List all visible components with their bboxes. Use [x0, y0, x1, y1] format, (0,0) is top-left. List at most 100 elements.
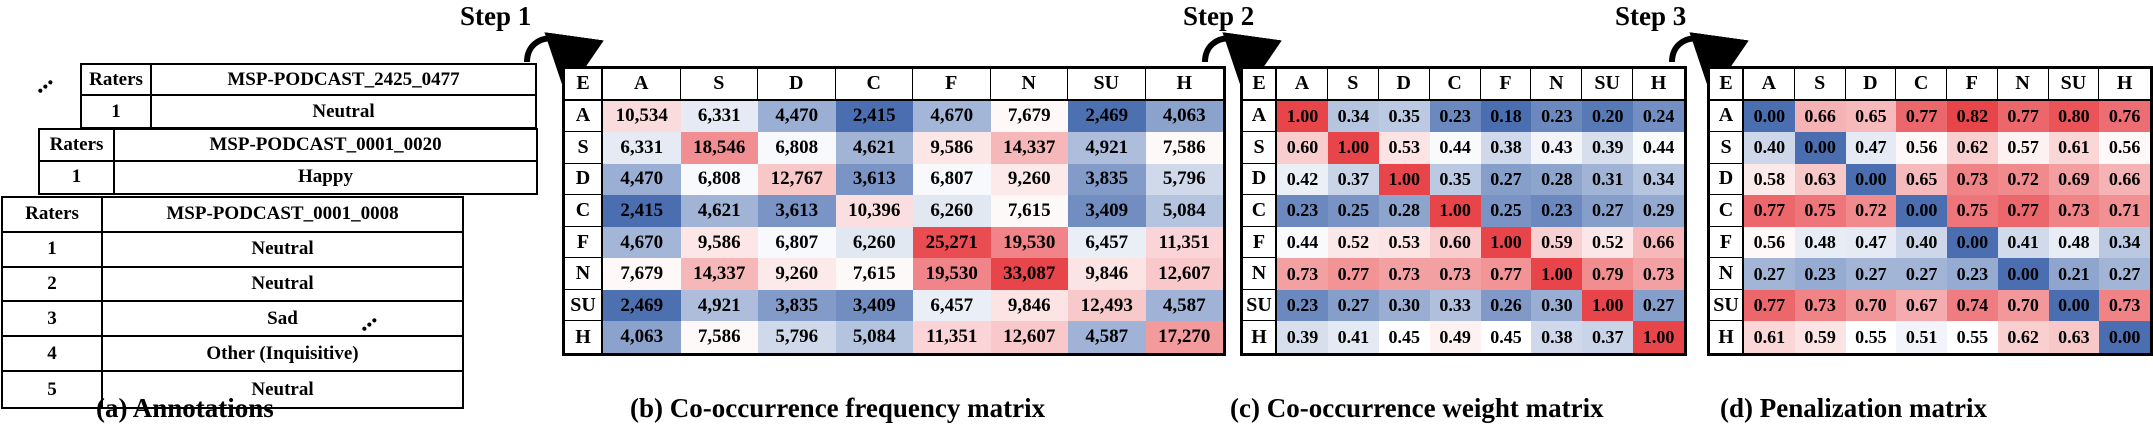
matrix-cell: 0.52: [1582, 226, 1634, 259]
matrix-cell: 12,607: [990, 321, 1068, 353]
matrix-cell: 0.23: [1277, 195, 1328, 227]
matrix-cell: 7,586: [1145, 132, 1223, 164]
matrix-cell: 0.00: [1845, 163, 1897, 196]
annotation-card-3: Raters MSP-PODCAST_0001_0008 1 Neutral 2 Neut…: [1, 196, 464, 409]
matrix-cell: 25,271: [913, 226, 991, 259]
matrix-cell: 0.60: [1277, 132, 1328, 164]
matrix-cell: 0.44: [1633, 132, 1684, 164]
matrix-cell: 5,796: [1145, 163, 1223, 196]
column-header: A: [1744, 69, 1795, 101]
matrix-cell: 9,260: [758, 258, 836, 290]
matrix-cell: 5,084: [1145, 195, 1223, 227]
row-header: A: [565, 100, 603, 133]
matrix-cell: 0.00: [1997, 258, 2049, 290]
matrix-cell: 0.42: [1277, 163, 1328, 196]
column-header: A: [603, 69, 681, 101]
matrix-cell: 6,457: [913, 289, 991, 322]
matrix-cell: 0.47: [1845, 132, 1897, 164]
matrix-cell: 0.00: [1947, 226, 1998, 259]
matrix-corner-label: E: [565, 69, 603, 101]
matrix-cell: 0.75: [1794, 195, 1846, 227]
matrix-cell: 5,084: [835, 321, 913, 353]
row-header: F: [1243, 226, 1277, 259]
matrix-cell: 9,586: [680, 226, 758, 259]
matrix-cell: 0.66: [1633, 226, 1684, 259]
matrix-cell: 2,415: [603, 195, 681, 227]
clip-id-header: MSP-PODCAST_0001_0008: [103, 198, 462, 233]
matrix-cell: 0.40: [1744, 132, 1795, 164]
matrix-cell: 4,921: [1068, 132, 1146, 164]
matrix-cell: 0.35: [1378, 100, 1430, 133]
matrix-cell: 33,087: [990, 258, 1068, 290]
matrix-cell: 7,615: [835, 258, 913, 290]
matrix-cell: 0.30: [1378, 289, 1430, 322]
raters-header: Raters: [40, 130, 115, 162]
matrix-cell: 0.23: [1531, 195, 1583, 227]
column-header: F: [1480, 69, 1532, 101]
matrix-cell: 3,613: [758, 195, 836, 227]
matrix-cell: 0.62: [1947, 132, 1998, 164]
matrix-cell: 0.51: [1896, 321, 1947, 353]
matrix-cell: 10,396: [835, 195, 913, 227]
column-header: N: [1997, 69, 2049, 101]
matrix-cell: 6,331: [603, 132, 681, 164]
matrix-cell: 0.45: [1480, 321, 1532, 353]
matrix-cell: 0.24: [1633, 100, 1684, 133]
matrix-cell: 4,921: [680, 289, 758, 322]
caption-weight-matrix: (c) Co-occurrence weight matrix: [1230, 393, 1604, 423]
matrix-cell: 3,409: [1068, 195, 1146, 227]
matrix-cell: 0.57: [1997, 132, 2049, 164]
row-header: N: [565, 258, 603, 290]
matrix-cell: 0.27: [1896, 258, 1947, 290]
matrix-cell: 0.82: [1947, 100, 1998, 133]
column-header: F: [913, 69, 991, 101]
matrix-cell: 1.00: [1378, 163, 1430, 196]
row-header: S: [565, 132, 603, 164]
matrix-corner-label: E: [1243, 69, 1277, 101]
matrix-cell: 0.66: [1794, 100, 1846, 133]
matrix-cell: 0.39: [1582, 132, 1634, 164]
matrix-cell: 0.40: [1896, 226, 1947, 259]
column-header: C: [1896, 69, 1947, 101]
matrix-cell: 0.30: [1531, 289, 1583, 322]
row-header: H: [1710, 321, 1744, 353]
matrix-cell: 0.71: [2099, 195, 2150, 227]
matrix-cell: 4,670: [913, 100, 991, 133]
matrix-cell: 0.38: [1531, 321, 1583, 353]
matrix-cell: 0.67: [1896, 289, 1947, 322]
matrix-cell: 0.00: [1794, 132, 1846, 164]
emotion-label: Neutral: [251, 378, 314, 400]
matrix-cell: 4,063: [1145, 100, 1223, 133]
row-header: A: [1243, 100, 1277, 133]
matrix-cell: 0.74: [1947, 289, 1998, 322]
row-header: C: [565, 195, 603, 227]
matrix-cell: 0.25: [1480, 195, 1532, 227]
matrix-cell: 3,835: [758, 289, 836, 322]
matrix-cell: 0.73: [1633, 258, 1684, 290]
matrix-cell: 14,337: [990, 132, 1068, 164]
column-header: D: [758, 69, 836, 101]
rater-number: 1: [82, 96, 152, 127]
frequency-matrix: E A S D C F N SU H A 10,534 6,331 4,470 2,415 4,670 7,6…: [562, 66, 1226, 356]
column-header: C: [1429, 69, 1481, 101]
matrix-cell: 18,546: [680, 132, 758, 164]
matrix-cell: 0.61: [2048, 132, 2100, 164]
matrix-cell: 1.00: [1327, 132, 1379, 164]
matrix-cell: 6,260: [835, 226, 913, 259]
caption-penalization-matrix: (d) Penalization matrix: [1720, 393, 1987, 423]
matrix-cell: 2,415: [835, 100, 913, 133]
matrix-corner-label: E: [1710, 69, 1744, 101]
matrix-cell: 0.26: [1480, 289, 1532, 322]
matrix-cell: 0.23: [1794, 258, 1846, 290]
matrix-cell: 0.41: [1997, 226, 2049, 259]
matrix-cell: 0.23: [1531, 100, 1583, 133]
matrix-cell: 0.77: [1480, 258, 1532, 290]
matrix-cell: 12,607: [1145, 258, 1223, 290]
matrix-cell: 7,586: [680, 321, 758, 353]
matrix-cell: 0.27: [1480, 163, 1532, 196]
annotation-card-2: Raters MSP-PODCAST_0001_0020 1 Happy: [38, 128, 538, 195]
emotion-label: Happy: [298, 166, 353, 188]
matrix-cell: 4,470: [603, 163, 681, 196]
matrix-cell: 3,835: [1068, 163, 1146, 196]
matrix-cell: 2,469: [603, 289, 681, 322]
